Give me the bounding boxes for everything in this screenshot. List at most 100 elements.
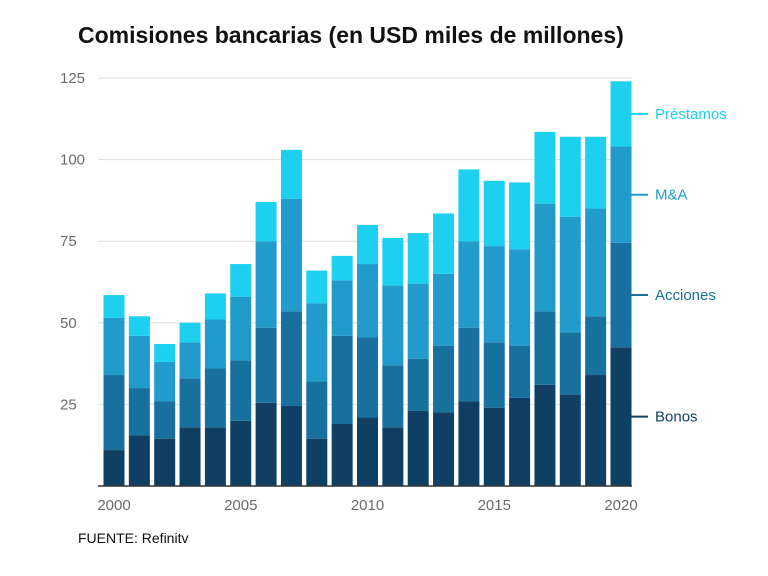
- bar-2002-acciones: [154, 401, 176, 439]
- bar-2004-acciones: [204, 368, 226, 428]
- bar-2010-bonos: [357, 417, 378, 486]
- bar-2008-bonos: [306, 438, 328, 486]
- chart-title: Comisiones bancarias (en USD miles de mi…: [78, 22, 624, 48]
- bar-2006-bonos: [255, 402, 277, 486]
- bar-2014-acciones: [458, 327, 480, 402]
- bar-2012-bonos: [407, 410, 429, 486]
- bar-2014-bonos: [458, 401, 480, 486]
- bar-2013-pr-stamos: [433, 213, 455, 274]
- bar-2019-acciones: [585, 316, 607, 376]
- bar-2017-m-a: [534, 203, 556, 312]
- bar-2011-bonos: [382, 427, 404, 486]
- bars: [103, 81, 632, 486]
- bar-2011-m-a: [382, 285, 404, 366]
- bar-2007-acciones: [280, 311, 302, 407]
- bar-2011-acciones: [382, 365, 404, 428]
- source-note: FUENTE: Refinitv: [78, 530, 189, 546]
- bar-2002-pr-stamos: [154, 344, 176, 362]
- bar-2014-pr-stamos: [458, 169, 480, 242]
- bar-2017-pr-stamos: [534, 131, 556, 204]
- bar-2013-acciones: [433, 345, 455, 413]
- bar-2006-acciones: [255, 327, 277, 403]
- legend-label-bonos: Bonos: [655, 409, 698, 426]
- bar-2001-m-a: [128, 335, 150, 389]
- y-tick-label-100: 100: [60, 152, 85, 169]
- bar-2007-m-a: [280, 198, 302, 312]
- bar-2010-m-a: [357, 264, 378, 338]
- legend-label-pr-stamos: Préstamos: [655, 106, 727, 123]
- bar-2018-pr-stamos: [559, 136, 581, 217]
- x-tick-label-2000: 2000: [97, 497, 130, 514]
- bar-2012-pr-stamos: [407, 233, 429, 284]
- bar-2019-pr-stamos: [585, 136, 607, 209]
- bar-2008-m-a: [306, 303, 328, 382]
- bar-2020-acciones: [610, 242, 632, 348]
- bar-2013-m-a: [433, 273, 455, 346]
- bar-2017-acciones: [534, 311, 556, 385]
- bar-2003-m-a: [179, 342, 201, 379]
- bar-2004-bonos: [204, 427, 226, 486]
- bar-2006-m-a: [255, 241, 277, 328]
- bar-2012-m-a: [407, 283, 429, 359]
- bar-2016-bonos: [509, 397, 531, 486]
- bar-2003-acciones: [179, 378, 201, 428]
- bar-2000-acciones: [103, 375, 125, 451]
- bar-2015-pr-stamos: [483, 180, 505, 247]
- y-tick-label-125: 125: [60, 70, 85, 87]
- bar-2013-bonos: [433, 412, 455, 486]
- axes: 25 50 75 100 125 2000 2005 2010 2015 2020: [60, 70, 638, 514]
- bar-2001-pr-stamos: [128, 316, 150, 336]
- bar-2001-bonos: [128, 435, 150, 486]
- bar-2004-m-a: [204, 319, 226, 369]
- bar-2006-pr-stamos: [255, 202, 277, 242]
- bar-2000-m-a: [103, 317, 125, 376]
- y-tick-label-75: 75: [60, 233, 77, 250]
- bar-2000-bonos: [103, 450, 125, 486]
- bar-2004-pr-stamos: [204, 293, 226, 320]
- bar-2015-bonos: [483, 407, 505, 486]
- bar-2009-m-a: [331, 280, 353, 336]
- bar-2019-bonos: [585, 375, 607, 486]
- bar-2005-bonos: [230, 420, 252, 486]
- bar-2009-acciones: [331, 335, 353, 424]
- bar-2015-acciones: [483, 342, 505, 408]
- bar-2016-pr-stamos: [509, 182, 531, 250]
- bar-2017-bonos: [534, 384, 556, 486]
- legend-label-m-a: M&A: [655, 187, 688, 204]
- bar-2010-pr-stamos: [357, 224, 378, 265]
- bar-2003-pr-stamos: [179, 322, 201, 343]
- x-tick-label-2010: 2010: [351, 497, 384, 514]
- bar-2003-bonos: [179, 427, 201, 486]
- bar-2019-m-a: [585, 208, 607, 317]
- bar-2014-m-a: [458, 241, 480, 328]
- bar-2005-pr-stamos: [230, 264, 252, 297]
- bar-2001-acciones: [128, 388, 150, 436]
- y-tick-label-50: 50: [60, 315, 77, 332]
- bar-2015-m-a: [483, 246, 505, 343]
- bar-2005-acciones: [230, 360, 252, 421]
- bar-2005-m-a: [230, 296, 252, 361]
- x-tick-label-2020: 2020: [604, 497, 637, 514]
- bar-2007-pr-stamos: [280, 149, 302, 199]
- x-tick-label-2005: 2005: [224, 497, 257, 514]
- legend: Bonos Acciones M&A Préstamos: [626, 106, 727, 426]
- bar-2020-m-a: [610, 146, 632, 243]
- bar-2018-acciones: [559, 332, 581, 395]
- bar-2018-m-a: [559, 216, 581, 333]
- bar-2002-bonos: [154, 438, 176, 486]
- x-tick-label-2015: 2015: [478, 497, 511, 514]
- bar-2010-acciones: [357, 337, 378, 418]
- bar-2016-acciones: [509, 345, 531, 398]
- bar-2002-m-a: [154, 361, 176, 402]
- bar-2020-bonos: [610, 347, 632, 486]
- bar-2012-acciones: [407, 358, 429, 411]
- bar-2009-pr-stamos: [331, 255, 353, 281]
- bar-2011-pr-stamos: [382, 237, 404, 286]
- bar-2007-bonos: [280, 406, 302, 486]
- bar-2008-pr-stamos: [306, 270, 328, 304]
- legend-label-acciones: Acciones: [655, 287, 716, 304]
- bar-2018-bonos: [559, 394, 581, 486]
- bar-2008-acciones: [306, 381, 328, 439]
- bar-2020-pr-stamos: [610, 81, 632, 147]
